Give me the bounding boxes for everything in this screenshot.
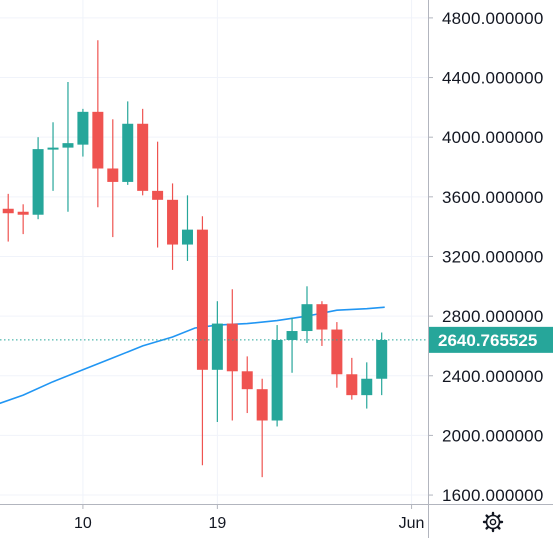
candle-up[interactable]: [77, 108, 89, 157]
candle-body: [92, 111, 104, 169]
candle-up[interactable]: [301, 286, 313, 343]
candle-body: [137, 123, 149, 191]
candle-body: [32, 149, 44, 215]
y-tick-label: 3600.000000: [442, 188, 543, 207]
y-tick-label: 1600.000000: [442, 486, 543, 505]
candle-down[interactable]: [331, 322, 343, 388]
candle-body: [17, 211, 29, 215]
candle-down[interactable]: [107, 119, 119, 238]
candle-body: [376, 339, 388, 379]
candle-body: [211, 323, 223, 370]
candle-body: [241, 371, 253, 390]
candle-body: [62, 143, 74, 148]
candle-up[interactable]: [376, 332, 388, 396]
candles-layer: [2, 40, 388, 478]
candle-body: [2, 208, 14, 214]
candle-body: [271, 339, 283, 421]
y-tick-label: 2800.000000: [442, 307, 543, 326]
gear-icon: [482, 511, 504, 533]
candle-body: [331, 329, 343, 375]
candle-up[interactable]: [211, 301, 223, 422]
candle-down[interactable]: [226, 289, 238, 421]
candle-down[interactable]: [241, 356, 253, 414]
y-tick-label: 4400.000000: [442, 69, 543, 88]
candle-body: [77, 111, 89, 145]
candle-body: [152, 190, 164, 200]
candle-body: [286, 331, 298, 340]
candle-up[interactable]: [62, 82, 74, 212]
candle-down[interactable]: [346, 357, 358, 400]
candle-down[interactable]: [92, 40, 104, 208]
x-tick-label: 10: [74, 515, 92, 532]
x-tick-label: Jun: [399, 515, 425, 532]
y-tick-label: 4000.000000: [442, 128, 543, 147]
candle-up[interactable]: [181, 195, 193, 261]
y-tick-label: 3200.000000: [442, 247, 543, 266]
candle-down[interactable]: [256, 378, 268, 478]
candle-body: [196, 229, 208, 370]
candle-up[interactable]: [286, 317, 298, 373]
y-tick-label: 4800.000000: [442, 9, 543, 28]
y-tick-label: 2000.000000: [442, 426, 543, 445]
candle-up[interactable]: [361, 362, 373, 409]
candle-down[interactable]: [137, 108, 149, 196]
candle-body: [107, 168, 119, 182]
candle-body: [361, 378, 373, 396]
candle-down[interactable]: [316, 301, 328, 346]
candle-up[interactable]: [47, 122, 59, 191]
candle-body: [122, 123, 134, 182]
candle-body: [256, 389, 268, 421]
candle-up[interactable]: [32, 137, 44, 220]
candle-body: [47, 147, 59, 150]
candle-body: [301, 304, 313, 332]
candle-down[interactable]: [152, 141, 164, 248]
chart-settings-button[interactable]: [482, 511, 504, 533]
candle-up[interactable]: [271, 325, 283, 427]
candle-down[interactable]: [196, 216, 208, 466]
last-price-label: 2640.765525: [438, 331, 537, 350]
candle-body: [167, 199, 179, 245]
candle-body: [181, 229, 193, 245]
candle-body: [316, 304, 328, 330]
x-tick-label: 19: [208, 515, 226, 532]
candle-down[interactable]: [2, 193, 14, 242]
last-price-badge: [429, 326, 553, 353]
candle-body: [346, 374, 358, 396]
y-tick-label: 2400.000000: [442, 367, 543, 386]
grid: [0, 0, 428, 504]
candle-down[interactable]: [167, 183, 179, 270]
candle-down[interactable]: [17, 204, 29, 235]
candle-up[interactable]: [122, 101, 134, 185]
candle-body: [226, 323, 238, 372]
